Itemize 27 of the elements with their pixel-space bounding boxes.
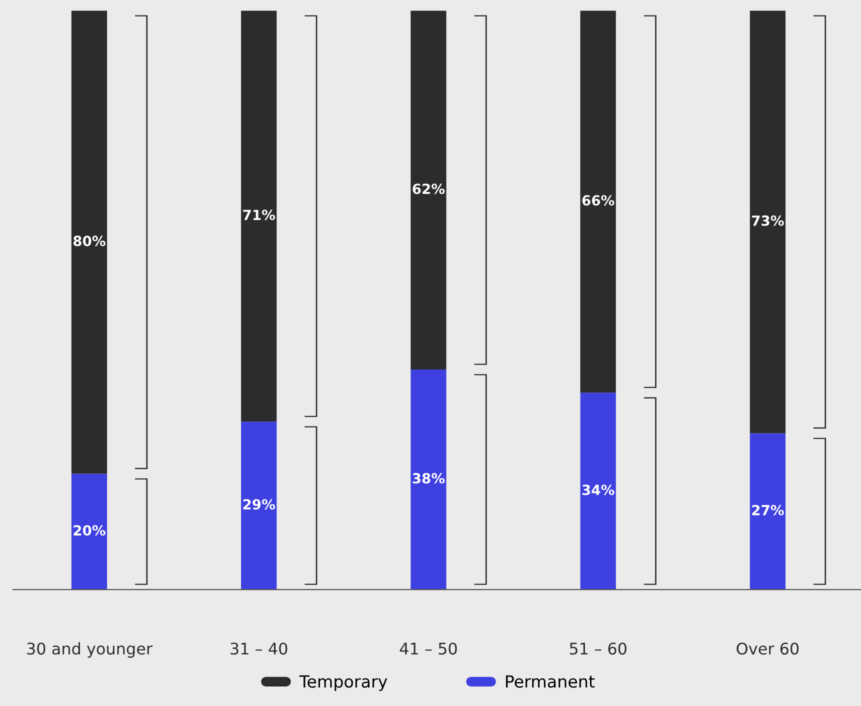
bar xyxy=(241,422,277,590)
data-label: 38% xyxy=(412,473,445,484)
legend-label: Permanent xyxy=(506,675,595,688)
data-label: 62% xyxy=(412,184,445,194)
bar xyxy=(750,10,786,434)
data-label: 20% xyxy=(74,525,106,536)
data-label: 27% xyxy=(752,504,784,516)
data-label: 66% xyxy=(582,195,614,206)
bar xyxy=(71,474,108,590)
data-label: 71% xyxy=(243,210,276,220)
x-tick-label: 41 – 50 xyxy=(400,642,457,655)
bar xyxy=(71,10,108,474)
bar xyxy=(580,392,616,590)
legend-label: Temporary xyxy=(299,675,388,691)
x-tick-label: 51 – 60 xyxy=(570,642,626,655)
data-label: 34% xyxy=(582,484,614,496)
data-label: 80% xyxy=(73,236,106,246)
x-tick-label: 31 – 40 xyxy=(230,642,288,655)
x-tick-label: 30 and younger xyxy=(27,642,153,658)
bar xyxy=(750,433,786,590)
x-tick-label: Over 60 xyxy=(736,642,799,655)
data-label: 73% xyxy=(752,215,784,226)
bar xyxy=(580,10,616,393)
bar xyxy=(410,370,446,590)
data-label: 29% xyxy=(243,499,276,510)
bar xyxy=(410,10,446,370)
bar xyxy=(241,10,277,422)
